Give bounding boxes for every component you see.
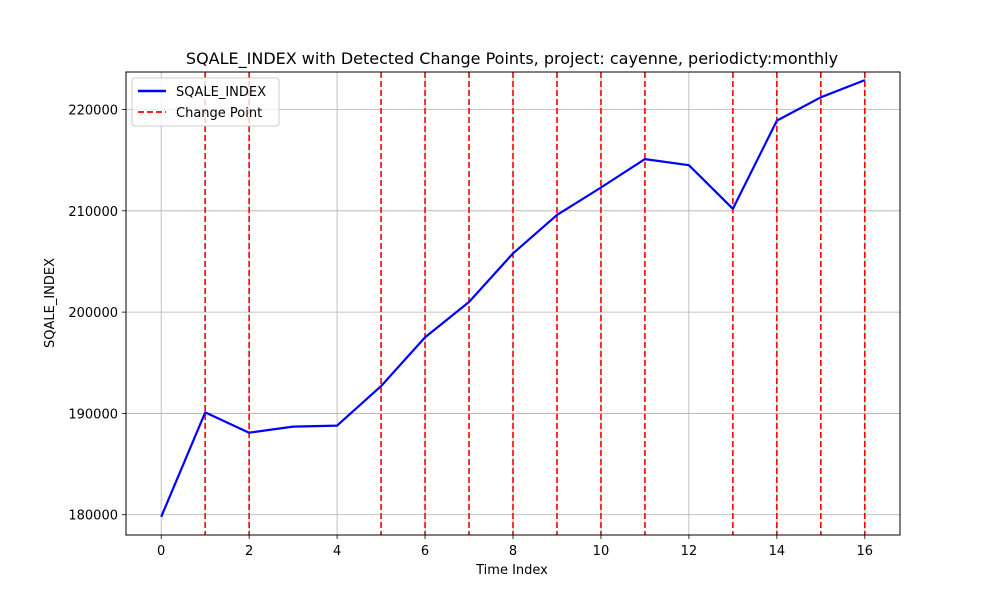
x-tick-label: 4 bbox=[333, 544, 341, 559]
chart-title: SQALE_INDEX with Detected Change Points,… bbox=[186, 49, 838, 69]
y-axis-ticks: 180000 190000 200000 210000 220000 bbox=[68, 103, 126, 524]
y-axis-label: SQALE_INDEX bbox=[43, 258, 58, 348]
change-point-lines bbox=[204, 72, 866, 535]
y-tick-label: 190000 bbox=[68, 407, 118, 422]
series-line-sqale-index bbox=[160, 79, 866, 518]
x-tick-label: 14 bbox=[769, 544, 786, 559]
series-layer bbox=[160, 79, 866, 518]
legend-label-change-point: Change Point bbox=[176, 106, 262, 121]
x-tick-label: 12 bbox=[681, 544, 698, 559]
y-tick-label: 220000 bbox=[68, 103, 118, 118]
x-tick-label: 6 bbox=[421, 544, 429, 559]
x-tick-label: 0 bbox=[157, 544, 165, 559]
x-tick-label: 8 bbox=[509, 544, 517, 559]
legend-box bbox=[131, 77, 280, 127]
legend: SQALE_INDEX Change Point bbox=[131, 77, 280, 127]
x-tick-label: 10 bbox=[593, 544, 610, 559]
x-axis-label: Time Index bbox=[475, 563, 548, 578]
x-tick-label: 2 bbox=[245, 544, 253, 559]
x-axis-ticks: 0 2 4 6 8 10 12 14 16 bbox=[157, 535, 873, 559]
y-tick-label: 180000 bbox=[68, 509, 118, 524]
y-tick-label: 210000 bbox=[68, 205, 118, 220]
legend-label-sqale-index: SQALE_INDEX bbox=[176, 85, 266, 100]
y-tick-label: 200000 bbox=[68, 306, 118, 321]
x-tick-label: 16 bbox=[857, 544, 874, 559]
